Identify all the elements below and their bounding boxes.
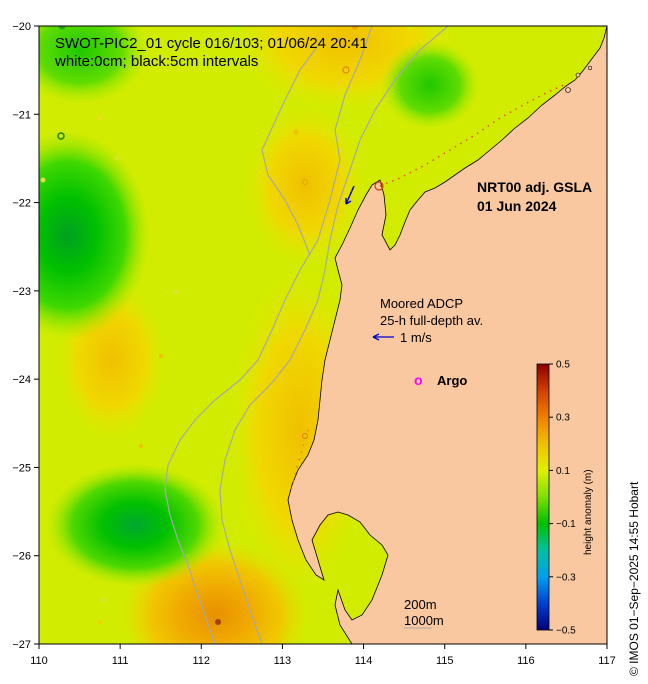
float-marker [139, 444, 143, 448]
y-tick-label: −21 [12, 109, 31, 121]
map-subtitle: white:0cm; black:5cm intervals [54, 53, 258, 70]
float-marker [174, 290, 178, 294]
float-marker [342, 66, 350, 74]
colorbar: 0.5 0.3 0.1 −0.1 −0.3 −0.5 height anomaly (m) [536, 360, 594, 637]
contour-1000m [219, 26, 449, 644]
map-plot [39, 26, 607, 644]
float-marker [302, 179, 308, 185]
x-tick-label: 112 [193, 655, 211, 667]
y-tick-label: −26 [12, 551, 31, 563]
product-date: 01 Jun 2024 [477, 198, 557, 214]
colorbar-title: height anomaly (m) [583, 469, 594, 555]
contour-shelf-edge [261, 39, 323, 256]
y-tick-label: −20 [12, 21, 31, 33]
anomaly-green-top-left [39, 26, 150, 105]
survey-track-south [289, 429, 309, 496]
anomaly-green-sw [45, 463, 225, 587]
float-marker [97, 115, 103, 121]
float-marker [102, 598, 106, 602]
colorbar-tick-label: −0.5 [556, 626, 576, 637]
copyright-notice: © IMOS 01−Sep−2025 14:55 Hobart [627, 481, 641, 676]
colorbar-tick-label: −0.3 [556, 572, 576, 583]
colorbar-tick-label: −0.1 [556, 519, 576, 530]
contour-label-200: 200m [404, 597, 437, 612]
island [374, 181, 384, 191]
float-marker [40, 177, 46, 183]
argo-marker-icon: o [414, 372, 423, 388]
float-marker [215, 619, 221, 625]
product-name: NRT00 adj. GSLA [477, 179, 592, 195]
y-tick-label: −24 [12, 374, 31, 386]
adcp-scale-label: 1 m/s [400, 330, 432, 345]
float-marker [293, 129, 299, 135]
x-tick-label: 117 [598, 655, 616, 667]
colorbar-ramp [536, 363, 550, 631]
float-marker [351, 26, 359, 30]
float-marker [98, 620, 102, 624]
colorbar-tick-label: 0.3 [556, 413, 570, 424]
island [565, 87, 571, 93]
adcp-sublabel: 25-h full-depth av. [380, 313, 483, 328]
float-marker [159, 354, 163, 358]
y-tick-label: −23 [12, 286, 31, 298]
float-marker [58, 26, 66, 30]
float-marker [232, 26, 240, 30]
contour-200m [164, 26, 373, 644]
island [575, 72, 581, 78]
x-tick-label: 110 [30, 655, 48, 667]
x-tick-label: 111 [112, 655, 129, 667]
contour-label-1000: 1000m [404, 613, 444, 628]
y-tick-label: −22 [12, 198, 31, 210]
x-tick-label: 115 [436, 655, 454, 667]
adcp-scale-arrow [372, 333, 394, 341]
map-title: SWOT-PIC2_01 cycle 016/103; 01/06/24 20:… [55, 35, 368, 52]
float-marker [302, 433, 308, 439]
x-tick-label: 114 [355, 655, 373, 667]
adcp-label: Moored ADCP [380, 296, 463, 311]
anomaly-green-nw [39, 130, 150, 340]
y-axis: −20 −21 −22 −23 −24 −25 −26 −27 [12, 21, 39, 651]
argo-label: Argo [437, 373, 467, 388]
island [587, 65, 593, 71]
float-marker [114, 155, 120, 161]
adcp-current-arrow [345, 185, 355, 205]
x-tick-label: 116 [517, 655, 535, 667]
colorbar-tick-label: 0.5 [556, 360, 570, 371]
x-tick-label: 113 [274, 655, 292, 667]
plot-frame [38, 25, 608, 645]
land-australia [287, 26, 607, 644]
colorbar-tick-label: 0.1 [556, 466, 570, 477]
x-axis: 110 111 112 113 114 115 116 117 [30, 644, 616, 667]
y-tick-label: −25 [12, 462, 31, 474]
float-marker [406, 26, 414, 30]
float-marker [57, 132, 65, 140]
anomaly-green-ne [380, 40, 480, 130]
y-tick-label: −27 [12, 639, 31, 651]
